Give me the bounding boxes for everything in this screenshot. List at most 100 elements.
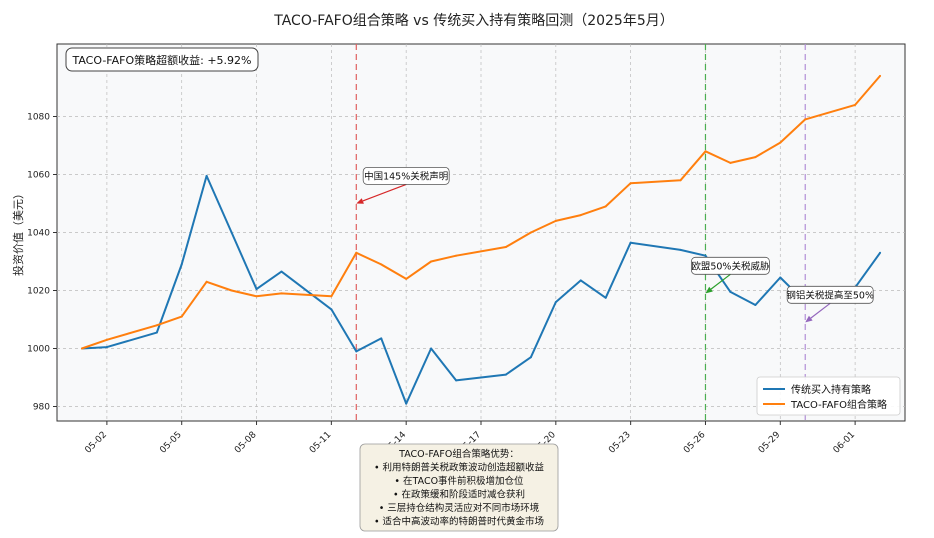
- series-line: [81, 174, 881, 405]
- y-tick-label: 1040: [27, 229, 50, 239]
- data-point: [230, 289, 233, 292]
- data-point: [604, 205, 607, 208]
- data-point: [430, 347, 433, 350]
- data-point: [180, 263, 183, 266]
- summary-box-text: TACO-FAFO策略超额收益: +5.92%: [71, 53, 251, 67]
- data-point: [155, 324, 158, 327]
- summary-box: TACO-FAFO策略超额收益: +5.92%: [65, 47, 259, 72]
- data-point: [879, 251, 882, 254]
- legend: 传统买入持有策略 TACO-FAFO组合策略: [756, 376, 901, 416]
- x-tick-label: 06-01: [832, 430, 858, 456]
- advantages-frame: [359, 443, 559, 532]
- data-point: [355, 251, 358, 254]
- data-point: [380, 337, 383, 340]
- data-point: [879, 74, 882, 77]
- advantages-line: TACO-FAFO组合策略优势：: [398, 448, 519, 460]
- x-tick-label: 05-02: [83, 430, 109, 456]
- y-tick-label: 1020: [27, 287, 50, 297]
- data-point: [105, 346, 108, 349]
- data-point: [205, 280, 208, 283]
- data-point: [754, 156, 757, 159]
- data-point: [579, 279, 582, 282]
- data-point: [579, 214, 582, 217]
- x-tick-label: 05-26: [682, 430, 708, 456]
- data-point: [679, 179, 682, 182]
- annotation-text: 欧盟50%关税威胁: [691, 260, 770, 272]
- annotation: 中国145%关税声明: [356, 166, 450, 204]
- data-point: [854, 103, 857, 106]
- y-tick-label: 1060: [27, 171, 50, 181]
- legend-item: TACO-FAFO组合策略: [763, 398, 887, 411]
- advantages-line: • 三层持仓结构灵活应对不同市场环境: [379, 502, 540, 514]
- data-point: [330, 308, 333, 311]
- data-point: [430, 260, 433, 263]
- y-tick-label: 1000: [27, 345, 50, 355]
- advantages-box: TACO-FAFO组合策略优势： • 利用特朗普关税政策波动创造超额收益• 在TA…: [359, 443, 559, 532]
- data-point: [779, 141, 782, 144]
- annotation-text: 中国145%关税声明: [364, 170, 448, 182]
- data-point: [180, 315, 183, 318]
- series-group: [80, 74, 882, 405]
- y-axis-ticks: 980 1000 1020 1040 1060 1080: [27, 113, 57, 413]
- annotation-box: [362, 166, 450, 185]
- legend-label: TACO-FAFO组合策略: [790, 398, 887, 411]
- x-tick-label: 05-08: [233, 430, 259, 456]
- data-point: [554, 219, 557, 222]
- data-point: [554, 301, 557, 304]
- annotation-text: 钢铝关税提高至50%: [786, 289, 874, 301]
- data-point: [729, 290, 732, 293]
- data-point: [529, 356, 532, 359]
- data-point: [754, 304, 757, 306]
- annotation: 欧盟50%关税威胁: [691, 256, 770, 294]
- data-point: [280, 292, 283, 295]
- annotation-arrowhead: [705, 286, 713, 294]
- annotation-arrowhead: [356, 198, 364, 204]
- x-tick-label: 05-11: [308, 430, 334, 456]
- legend-item: 传统买入持有策略: [763, 383, 871, 396]
- data-point: [255, 295, 258, 298]
- y-tick-label: 980: [33, 403, 50, 413]
- data-point: [405, 402, 408, 405]
- advantages-line: • 适合中高波动率的特朗普时代黄金市场: [374, 516, 544, 528]
- event-lines: [355, 44, 806, 421]
- data-point: [380, 263, 383, 266]
- series-2: [80, 74, 882, 350]
- y-tick-label: 1080: [27, 113, 50, 123]
- annotation: 钢铝关税提高至50%: [786, 285, 874, 323]
- data-point: [529, 231, 532, 234]
- annotation-box: [691, 256, 770, 275]
- annotation-arrow: [810, 302, 831, 319]
- data-point: [779, 276, 782, 279]
- data-point: [604, 296, 607, 299]
- data-point: [80, 347, 83, 350]
- data-point: [704, 150, 707, 153]
- y-axis-label: 投资价值（美元）: [11, 188, 25, 276]
- data-point: [455, 254, 458, 257]
- data-point: [729, 161, 732, 164]
- advantages-line: • 利用特朗普关税政策波动创造超额收益: [374, 462, 545, 474]
- data-point: [405, 277, 408, 280]
- annotation-arrow: [362, 183, 407, 202]
- data-point: [280, 270, 283, 273]
- advantages-line: • 在TACO事件前积极增加仓位: [394, 475, 524, 487]
- data-point: [804, 118, 807, 121]
- legend-label: 传统买入持有策略: [791, 383, 871, 396]
- chart-title: TACO-FAFO组合策略 vs 传统买入持有策略回测（2025年5月）: [273, 12, 673, 29]
- data-point: [255, 288, 258, 291]
- data-point: [455, 379, 458, 382]
- annotation-arrowhead: [805, 315, 813, 323]
- data-point: [504, 246, 507, 248]
- data-point: [205, 174, 208, 177]
- data-point: [504, 373, 507, 376]
- legend-frame: [756, 376, 901, 416]
- data-point: [330, 295, 333, 298]
- x-tick-label: 05-05: [158, 430, 184, 456]
- data-point: [679, 248, 682, 251]
- x-tick-label: 05-23: [607, 430, 633, 456]
- annotation-arrow: [710, 273, 731, 290]
- data-point: [230, 231, 233, 234]
- data-point: [355, 350, 358, 353]
- annotation-box: [786, 285, 874, 304]
